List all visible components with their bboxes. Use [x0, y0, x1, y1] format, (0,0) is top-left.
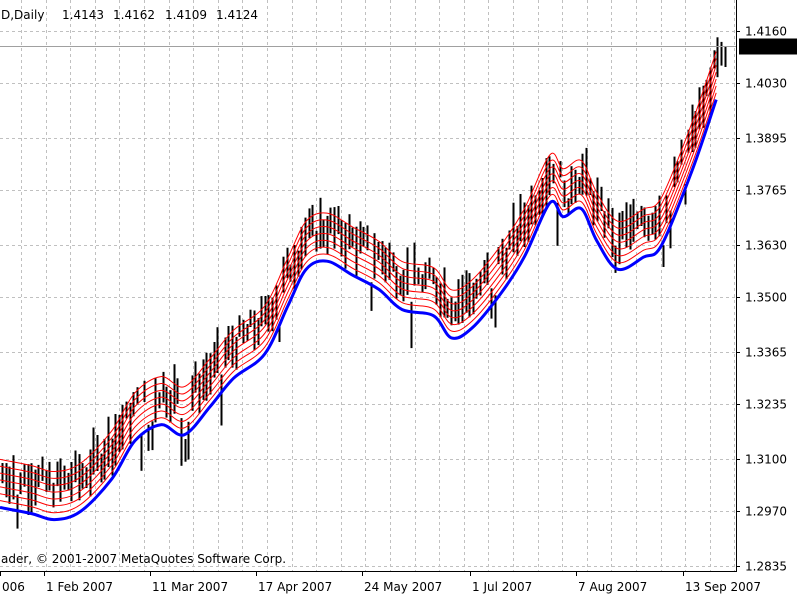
envelope-line	[0, 72, 717, 493]
header-high: 1.4162	[113, 8, 155, 22]
envelope-line	[0, 78, 717, 500]
x-tick-label: 006	[2, 580, 25, 594]
envelope-line	[0, 65, 717, 486]
y-tick-label: 1.4030	[745, 77, 787, 91]
current-price-tag-label: 1.4124	[745, 40, 787, 54]
header-low: 1.4109	[165, 8, 207, 22]
envelope-line	[0, 51, 717, 473]
y-tick-label: 1.3630	[745, 239, 787, 253]
x-tick-label: 7 Aug 2007	[578, 580, 647, 594]
header-symbol: D,Daily	[1, 8, 44, 22]
moving-average-line	[0, 99, 718, 522]
x-tick-label: 17 Apr 2007	[258, 580, 332, 594]
envelope-line	[0, 58, 717, 479]
y-tick-label: 1.3235	[745, 398, 787, 412]
envelope-line	[0, 92, 717, 514]
copyright-text: ader, © 2001-2007 MetaQuotes Software Co…	[1, 552, 286, 566]
x-tick-label: 24 May 2007	[364, 580, 442, 594]
x-tick-label: 11 Mar 2007	[152, 580, 228, 594]
header-close: 1.4124	[216, 8, 258, 22]
y-tick-label: 1.4160	[745, 25, 787, 39]
x-tick-label: 1 Jul 2007	[472, 580, 532, 594]
y-tick-label: 1.3895	[745, 132, 787, 146]
envelope-lines	[0, 51, 717, 514]
y-tick-label: 1.3765	[745, 184, 787, 198]
y-tick-label: 1.3500	[745, 291, 787, 305]
chart-header: D,Daily 1.4143 1.4162 1.4109 1.4124	[1, 8, 258, 22]
envelope-line	[0, 85, 717, 507]
y-axis: 1.4160 1.4030 1.3895 1.3765 1.3630 1.3500 1.33…	[736, 25, 787, 574]
y-tick-label: 1.3365	[745, 346, 787, 360]
y-tick-label: 1.3100	[745, 453, 787, 467]
x-axis: 006 1 Feb 2007 11 Mar 2007 17 Apr 2007 24 Ma…	[0, 571, 761, 594]
moving-average-path	[0, 99, 718, 522]
x-tick-label: 1 Feb 2007	[46, 580, 113, 594]
current-price-tag	[739, 38, 797, 55]
y-tick-label: 1.2970	[745, 505, 787, 519]
y-tick-label: 1.2835	[745, 560, 787, 574]
header-open: 1.4143	[62, 8, 104, 22]
x-tick-label: 13 Sep 2007	[685, 580, 761, 594]
